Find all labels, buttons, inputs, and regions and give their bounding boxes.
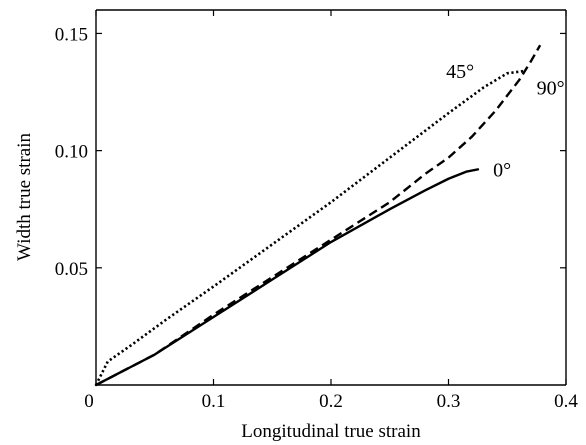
y-tick-label: 0.10	[55, 142, 88, 163]
y-ticks: 0.05 0.10 0.15	[55, 24, 566, 280]
x-tick-label: 0.4	[554, 391, 578, 412]
x-tick-label: 0.3	[437, 391, 461, 412]
y-tick-label: 0.05	[55, 259, 88, 280]
series-annotation: 0°	[493, 159, 511, 181]
series-line-1	[95, 44, 542, 387]
x-axis-title: Longitudinal true strain	[241, 421, 421, 442]
series-line-2	[94, 168, 480, 387]
series-annotation: 45°	[446, 61, 474, 83]
y-tick-label: 0.15	[55, 24, 88, 45]
series-annotation: 90°	[537, 77, 565, 99]
series-labels: 45° 90° 0°	[446, 61, 564, 181]
x-tick-label: 0	[84, 391, 94, 412]
series-group	[94, 44, 542, 387]
x-tick-label: 0.2	[319, 391, 343, 412]
series-line-0	[94, 69, 526, 386]
y-axis-title: Width true strain	[14, 133, 35, 261]
x-tick-label: 0.1	[202, 391, 226, 412]
plot-area	[95, 9, 567, 386]
x-ticks: 0 0.1 0.2 0.3 0.4	[84, 10, 578, 412]
